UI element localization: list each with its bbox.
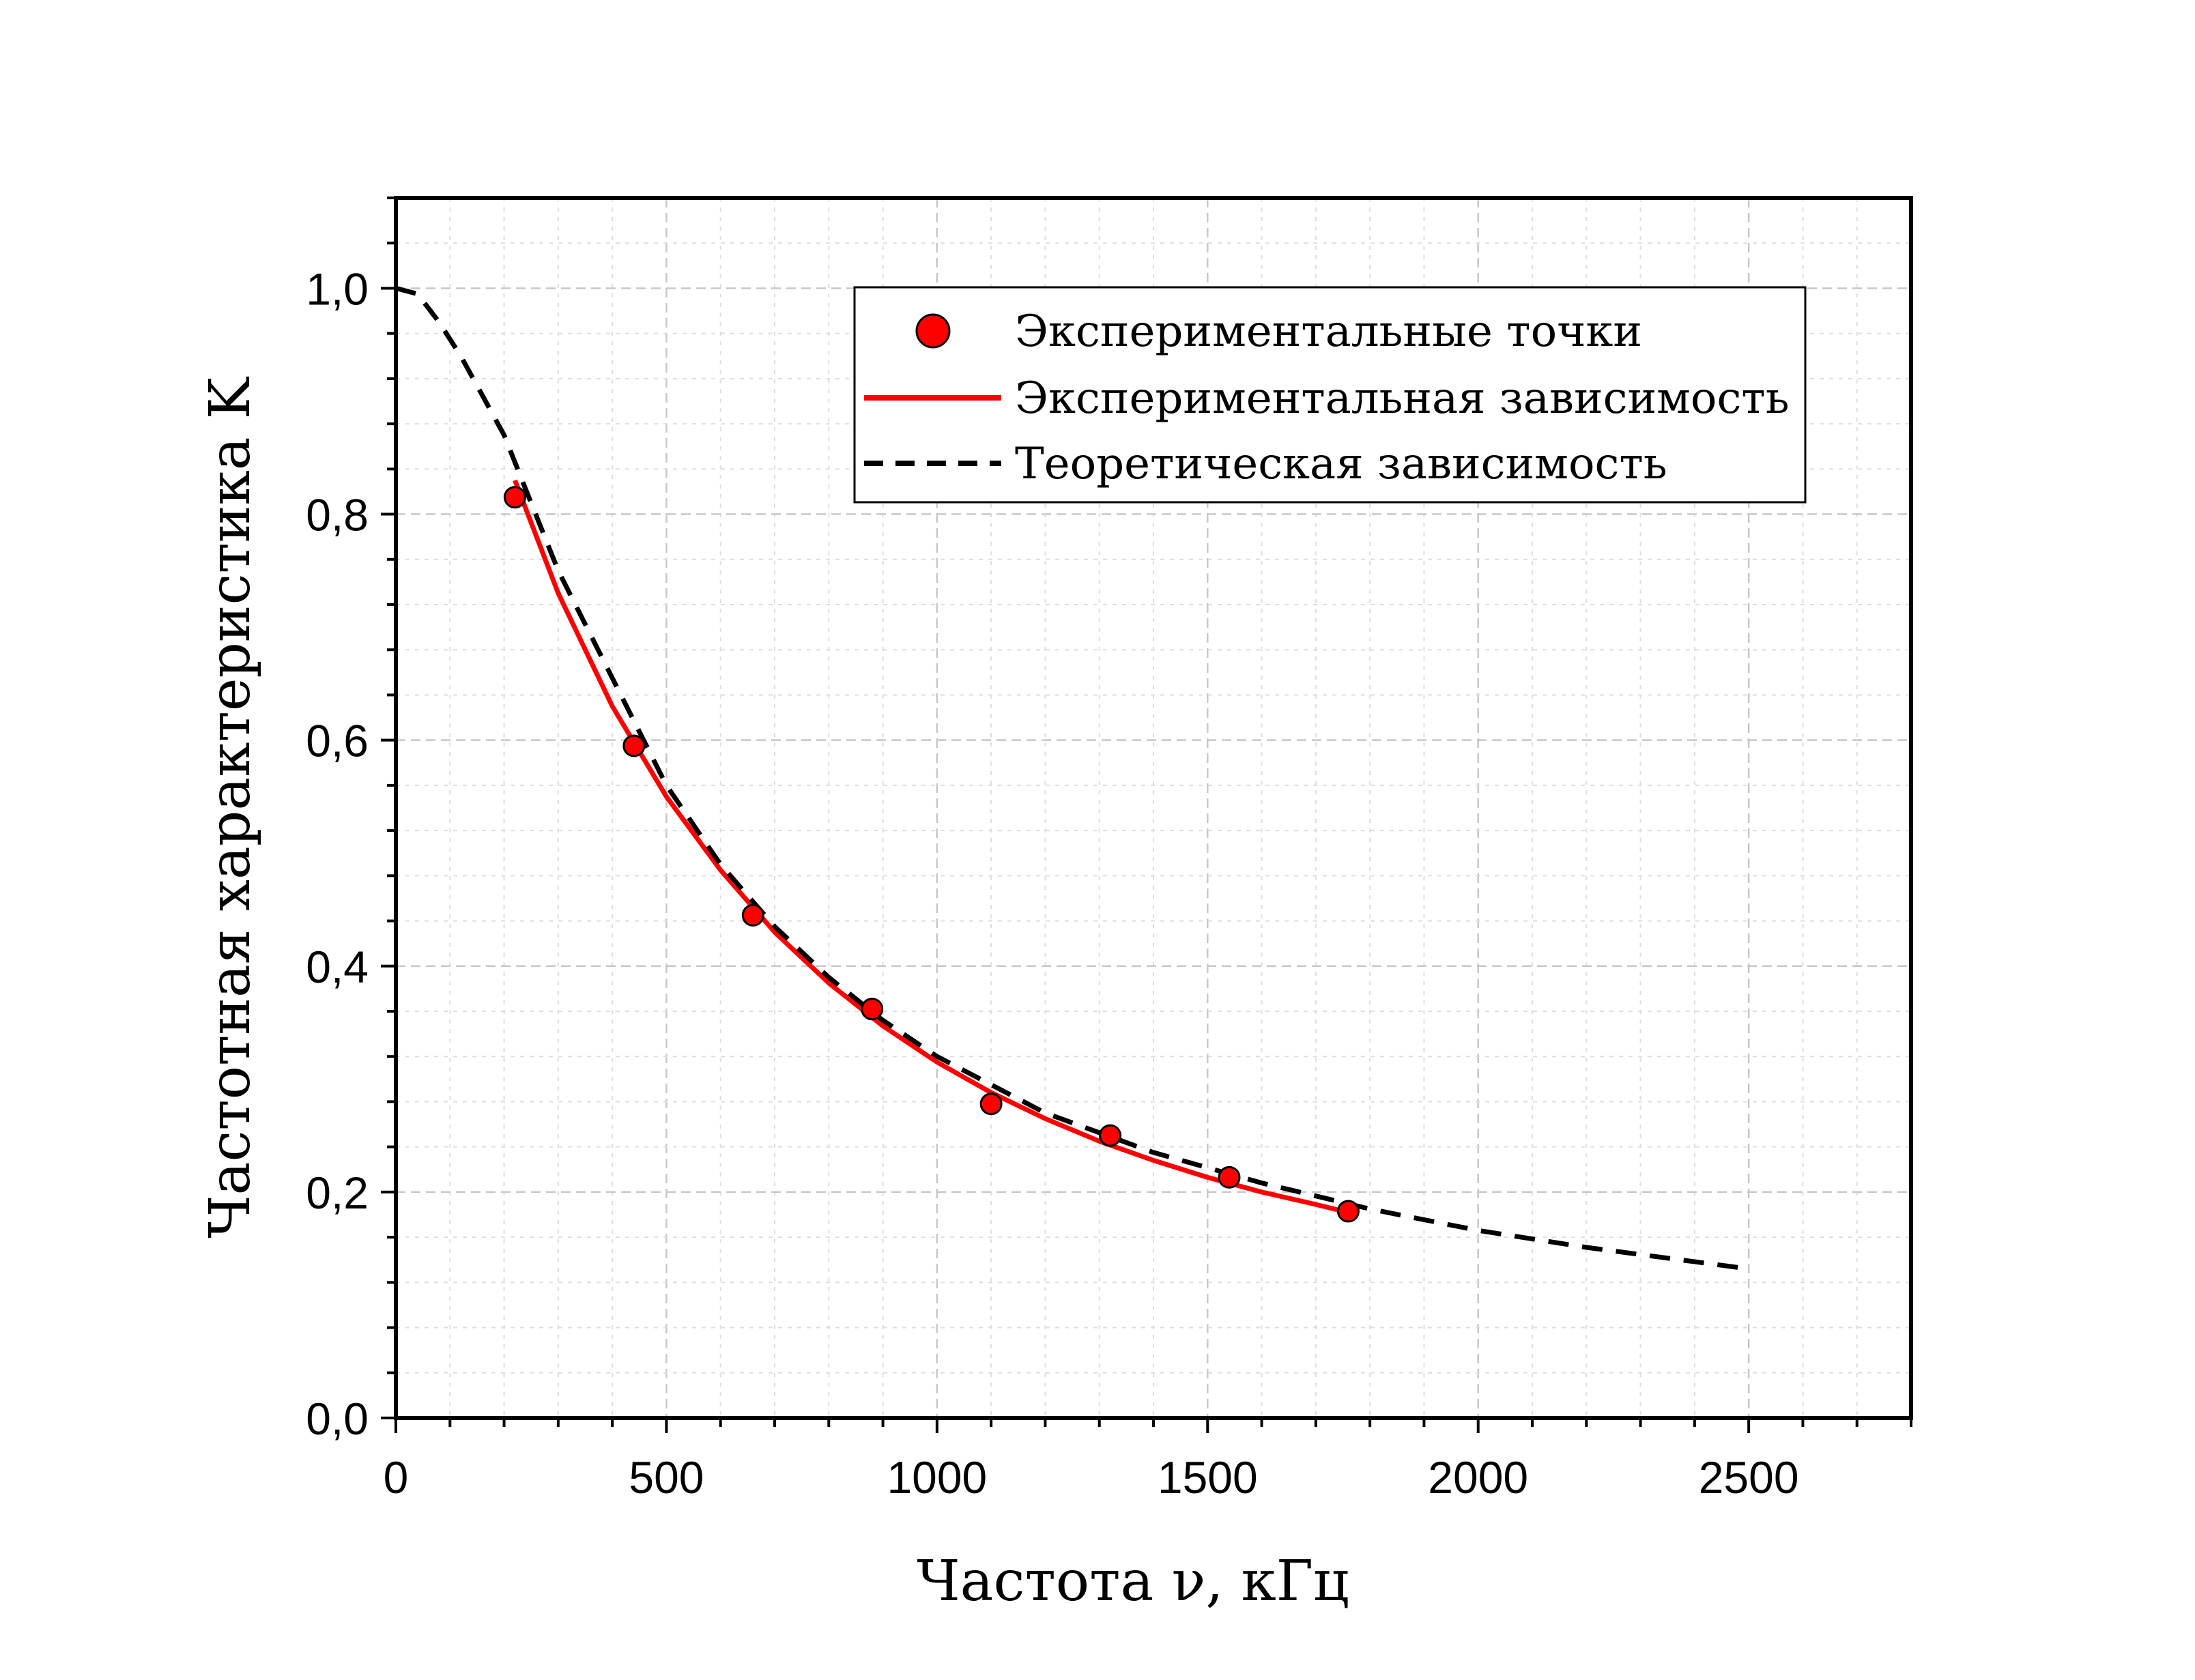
data-point [622,734,646,757]
data-points [503,486,1360,1223]
axis-ticks [381,197,1912,1433]
x-axis-title: Частота ν, кГц [917,1549,1349,1614]
x-tick-label: 1000 [887,1452,987,1503]
data-point [1336,1200,1360,1223]
x-tick-label: 2000 [1428,1452,1528,1503]
data-point [503,486,526,509]
data-point [1099,1124,1122,1147]
x-tick-label: 0 [384,1452,409,1503]
y-tick-label: 0,2 [306,1168,369,1218]
y-tick-label: 0,6 [306,716,369,766]
x-tick-labels: 0 500 1000 1500 2000 2500 [384,1452,1799,1503]
x-tick-label: 500 [629,1452,704,1503]
y-tick-label: 0,0 [306,1393,369,1444]
legend: Экспериментальные точки Экспериментальна… [853,286,1807,504]
x-tick-label: 1500 [1158,1452,1258,1503]
legend-marker-points [915,313,951,349]
x-tick-label: 2500 [1699,1452,1799,1503]
legend-label-exp-line: Экспериментальная зависимость [1015,373,1790,424]
data-point [979,1092,1003,1116]
data-point [1218,1165,1241,1189]
y-tick-label: 0,8 [306,490,369,540]
y-tick-label: 0,4 [306,942,369,992]
theory-curve [395,286,1749,1271]
y-axis-title: Частотная характеристика K [198,376,263,1239]
legend-label-points: Экспериментальные точки [1015,306,1642,357]
legend-label-theory-line: Теоретическая зависимость [1015,439,1667,489]
data-point [861,998,884,1021]
y-tick-label: 1,0 [306,263,369,314]
y-tick-labels: 0,0 0,2 0,4 0,6 0,8 1,0 [306,263,369,1444]
legend-box [853,286,1807,504]
data-point [741,903,764,927]
